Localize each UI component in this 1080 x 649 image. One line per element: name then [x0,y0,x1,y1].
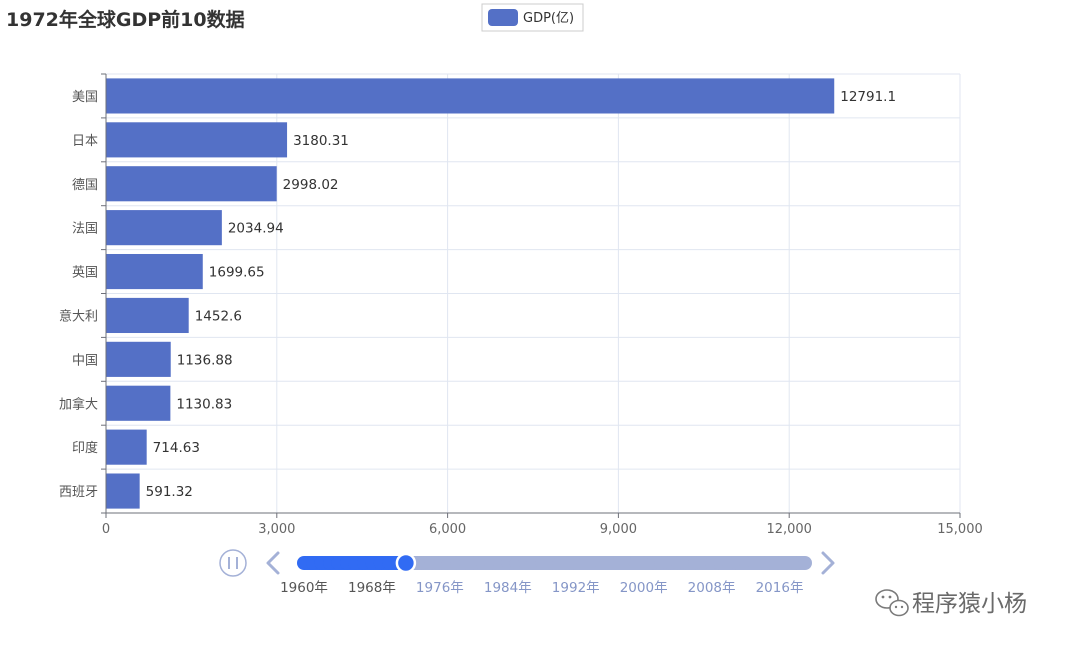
category-label: 中国 [72,353,98,368]
timeline-label[interactable]: 2000年 [620,580,668,596]
bar[interactable] [106,473,140,509]
x-tick-label: 15,000 [937,522,983,537]
bar[interactable] [106,385,171,421]
category-label: 加拿大 [59,396,98,412]
chevron-left-icon[interactable] [266,551,280,575]
data-label: 1452.6 [195,308,242,324]
category-label: 法国 [72,222,98,237]
grid-lines [106,73,961,514]
bar[interactable] [106,78,835,114]
timeline-current-marker[interactable] [395,552,417,574]
wechat-icon [875,589,909,617]
data-label: 2998.02 [283,177,339,193]
x-tick-label: 0 [102,522,110,537]
legend[interactable]: GDP(亿) [481,3,584,32]
bar[interactable] [106,297,189,334]
bar[interactable] [106,122,288,158]
timeline-label[interactable]: 1976年 [416,580,464,596]
data-label: 714.63 [153,440,200,456]
pause-icon[interactable] [219,549,247,577]
timeline-label[interactable]: 2016年 [756,580,804,596]
data-label: 2034.94 [228,221,284,237]
bar[interactable] [106,253,203,290]
legend-swatch-icon [488,9,518,26]
data-label: 591.32 [146,484,193,500]
timeline-label[interactable]: 1984年 [484,580,532,596]
data-label: 12791.1 [840,89,896,105]
bar[interactable] [106,210,222,246]
timeline-labels: 1960年 1968年 1976年 1984年 1992年 2000年 2008年 2016年 [280,580,803,596]
timeline-label[interactable]: 1968年 [348,580,396,596]
watermark: 程序猿小杨 [875,589,1027,617]
timeline-label[interactable]: 1992年 [552,580,600,596]
chart-title: 1972年全球GDP前10数据 [6,8,245,31]
timeline-dot[interactable] [798,556,812,570]
data-label: 1130.83 [176,396,232,412]
x-tick-label: 12,000 [766,522,812,537]
bar[interactable] [106,341,171,377]
data-label: 3180.31 [293,133,349,149]
timeline-track[interactable] [297,552,812,574]
x-tick-label: 6,000 [429,522,466,537]
data-label: 1699.65 [209,265,265,281]
timeline-label[interactable]: 1960年 [280,580,328,596]
data-label: 1136.88 [177,352,233,368]
labels: 12791.1 美国 3180.31 日本 2998.02 德国 2034.94 法国 1699… [59,89,983,537]
timeline-label[interactable]: 2008年 [688,580,736,596]
category-label: 意大利 [59,308,98,324]
category-label: 德国 [72,178,98,193]
category-label: 美国 [72,90,98,105]
legend-label: GDP(亿) [523,11,574,26]
timeline[interactable]: 1960年 1968年 1976年 1984年 1992年 2000年 2008年 2016年 [219,549,835,596]
axes [101,73,961,518]
category-label: 印度 [72,440,98,456]
bars [106,78,835,509]
bar[interactable] [106,166,277,202]
category-label: 英国 [72,266,98,281]
bar[interactable] [106,429,147,465]
x-tick-label: 9,000 [600,522,637,537]
category-label: 西班牙 [59,485,98,500]
watermark-text: 程序猿小杨 [912,591,1027,617]
category-label: 日本 [72,134,98,149]
x-tick-label: 3,000 [258,522,295,537]
chevron-right-icon[interactable] [821,551,835,575]
